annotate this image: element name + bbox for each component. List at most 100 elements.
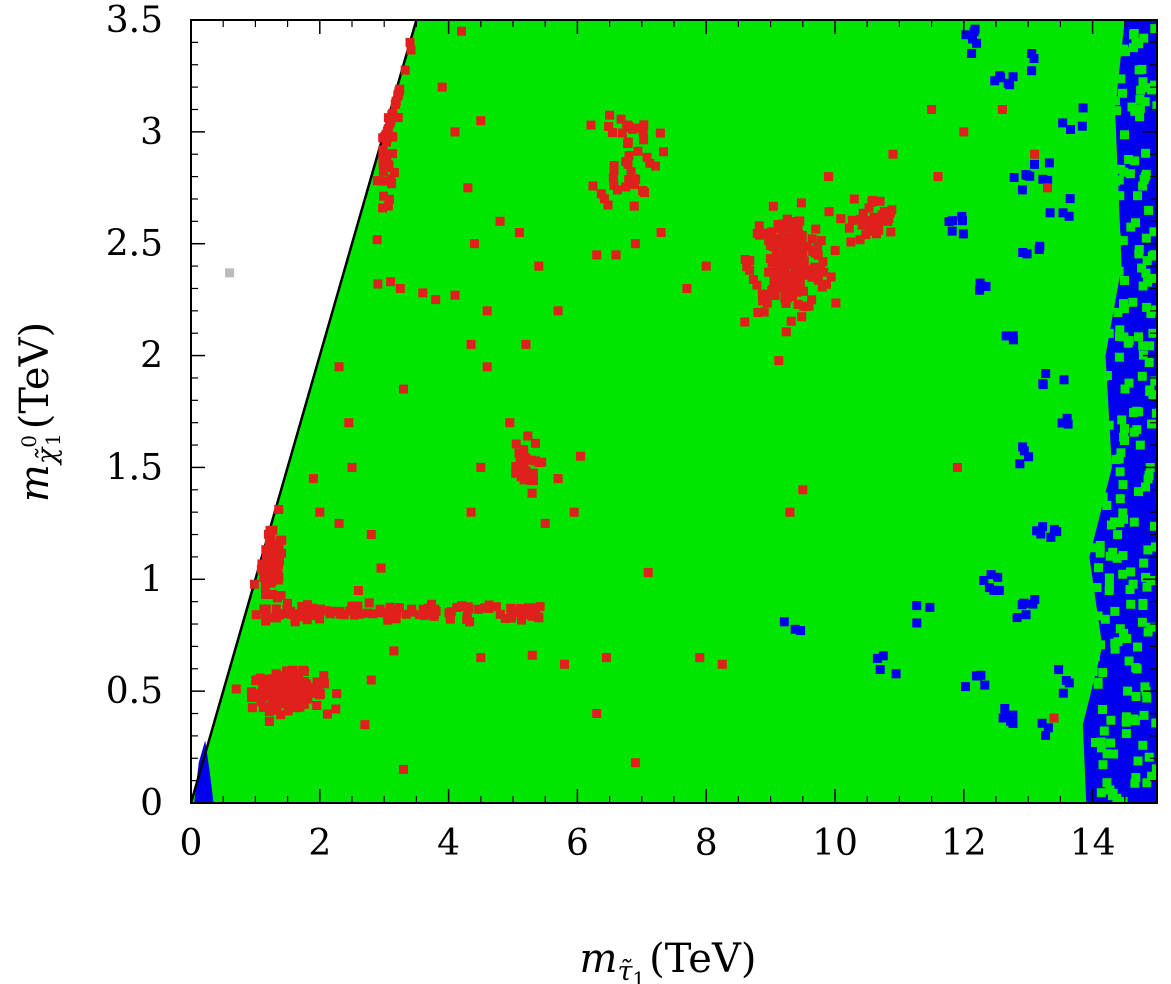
blue-point xyxy=(968,34,977,44)
green-speckle xyxy=(1104,328,1114,338)
red-point xyxy=(287,669,297,679)
red-point xyxy=(857,220,867,230)
red-point xyxy=(261,552,271,562)
red-point xyxy=(609,180,619,190)
red-point xyxy=(270,550,280,560)
red-point xyxy=(277,548,287,558)
green-speckle xyxy=(1129,714,1139,724)
red-point xyxy=(933,172,943,182)
red-point xyxy=(952,462,962,472)
red-point xyxy=(601,653,611,663)
green-speckle xyxy=(1119,304,1129,314)
blue-point xyxy=(971,671,981,681)
red-point xyxy=(754,230,764,240)
red-point xyxy=(782,274,792,283)
green-speckle xyxy=(1110,644,1120,654)
red-point xyxy=(480,603,490,613)
y-tick-label: 0.5 xyxy=(106,671,163,712)
red-point xyxy=(420,610,430,620)
red-point xyxy=(297,602,307,611)
green-speckle xyxy=(1106,520,1116,530)
red-point xyxy=(609,161,619,171)
green-speckle xyxy=(1141,169,1151,179)
green-speckle xyxy=(1121,717,1131,727)
green-speckle xyxy=(1130,778,1140,788)
red-point xyxy=(770,291,780,300)
green-speckle xyxy=(1089,623,1099,633)
red-point xyxy=(259,573,269,583)
red-point xyxy=(611,250,621,260)
red-point xyxy=(785,232,795,242)
green-speckle xyxy=(1096,180,1106,190)
red-point xyxy=(299,667,309,676)
y-tick-label: 1.5 xyxy=(106,447,163,488)
red-point xyxy=(506,603,516,613)
red-point xyxy=(378,203,388,213)
red-point xyxy=(793,244,803,254)
red-point xyxy=(387,179,397,189)
green-speckle xyxy=(1147,85,1157,95)
green-speckle xyxy=(1147,419,1157,429)
green-speckle xyxy=(1113,530,1123,540)
green-speckle xyxy=(1118,88,1127,98)
red-point xyxy=(257,559,267,569)
red-point xyxy=(431,295,441,305)
red-point xyxy=(560,659,569,669)
red-point xyxy=(795,250,805,260)
green-speckle xyxy=(1107,200,1117,210)
green-speckle xyxy=(1088,667,1098,677)
red-point xyxy=(399,384,408,394)
green-speckle xyxy=(1120,130,1129,140)
red-point xyxy=(523,431,533,441)
red-point xyxy=(288,685,298,695)
green-speckle xyxy=(1102,136,1112,145)
red-point xyxy=(887,205,897,215)
green-speckle xyxy=(1134,332,1143,342)
green-speckle xyxy=(1107,178,1117,188)
green-speckle xyxy=(1151,718,1157,728)
blue-point xyxy=(1057,418,1067,428)
green-speckle xyxy=(1116,74,1126,84)
red-point xyxy=(517,615,526,625)
red-point xyxy=(642,152,652,162)
red-point xyxy=(257,697,267,707)
blue-point xyxy=(1019,446,1029,456)
red-point xyxy=(407,607,417,617)
green-speckle xyxy=(1141,482,1150,492)
green-speckle xyxy=(1125,169,1135,179)
green-speckle xyxy=(1104,420,1114,430)
red-point xyxy=(276,591,286,601)
green-speckle xyxy=(1094,218,1104,228)
green-speckle xyxy=(1131,773,1141,783)
red-point xyxy=(405,37,415,47)
green-speckle xyxy=(1117,415,1127,425)
green-speckle xyxy=(1110,96,1120,106)
green-speckle xyxy=(1102,501,1112,510)
green-speckle xyxy=(1105,281,1115,291)
red-point xyxy=(629,201,639,211)
red-point xyxy=(482,362,492,372)
blue-point xyxy=(1058,208,1068,218)
red-point xyxy=(811,224,821,234)
blue-point xyxy=(1029,54,1039,63)
red-point xyxy=(450,127,460,137)
y-tick-label: 1 xyxy=(140,559,163,600)
red-point xyxy=(796,198,806,208)
red-point xyxy=(380,132,390,142)
green-speckle xyxy=(1140,97,1150,107)
green-speckle xyxy=(1098,705,1107,714)
red-point xyxy=(789,217,799,226)
red-point xyxy=(625,175,634,185)
green-speckle xyxy=(1099,372,1109,382)
blue-point xyxy=(1015,459,1025,469)
green-speckle xyxy=(1144,205,1154,215)
green-speckle xyxy=(1145,385,1155,395)
red-point xyxy=(569,507,579,517)
red-point xyxy=(797,262,807,272)
red-point xyxy=(519,475,529,485)
red-point xyxy=(332,689,342,699)
green-speckle xyxy=(1129,427,1139,437)
green-speckle xyxy=(1137,64,1147,74)
blue-point xyxy=(1041,369,1051,378)
blue-point xyxy=(1008,72,1018,82)
